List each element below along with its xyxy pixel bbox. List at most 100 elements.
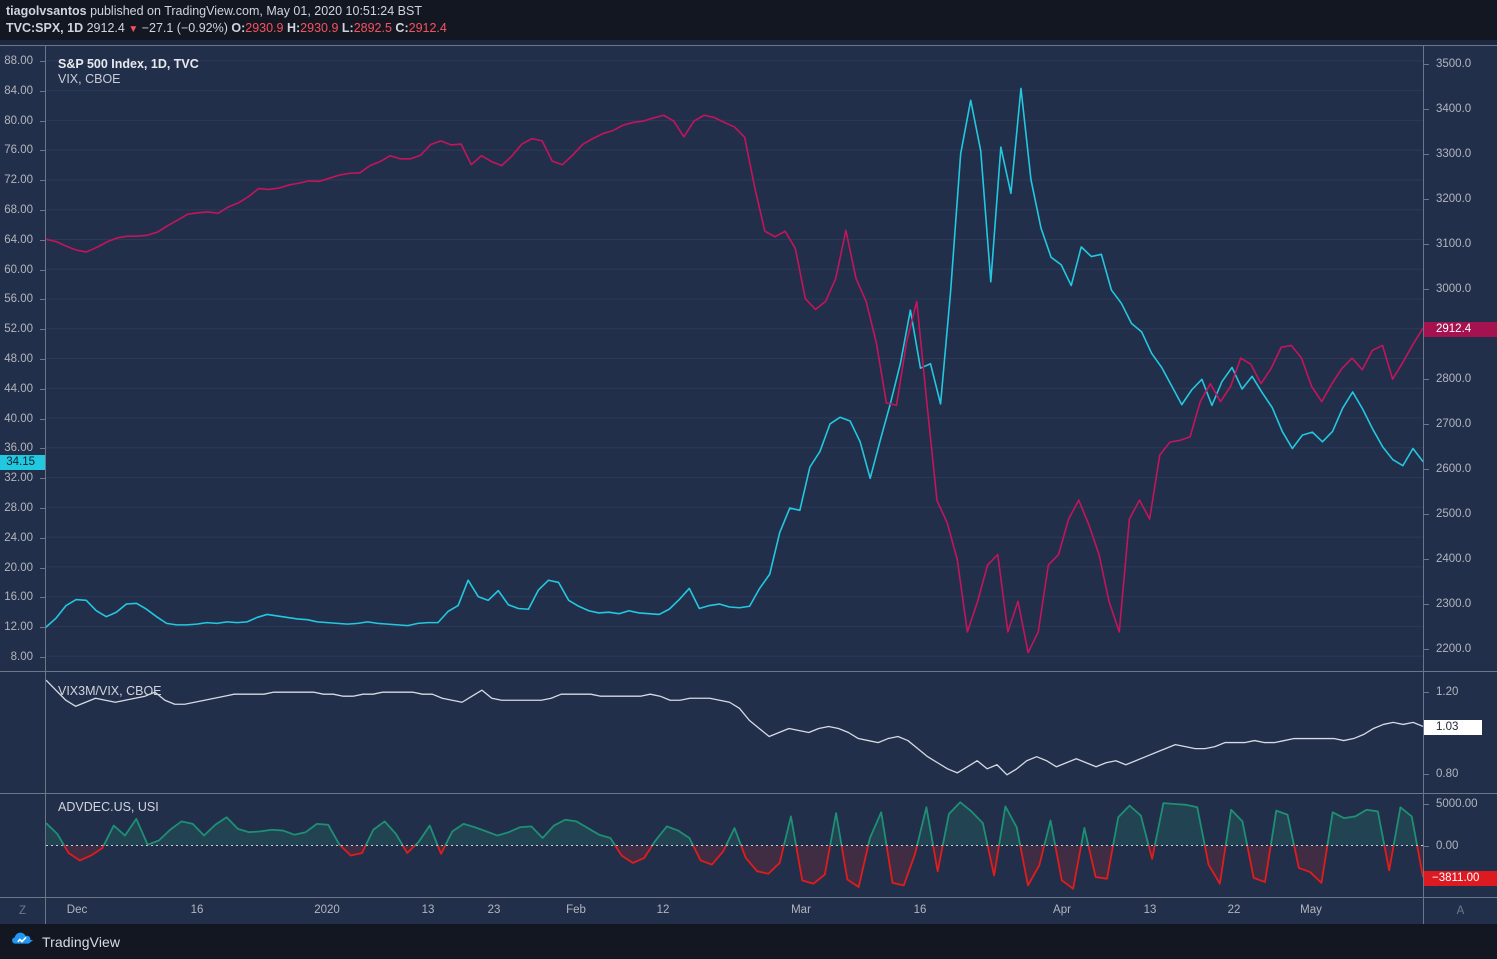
time-axis-tick: 22 [1227, 904, 1241, 916]
axis-tick-label: 80.00 [4, 114, 33, 127]
axis-tick-label: 3400.0 [1436, 103, 1472, 116]
axis-tick-mark [1424, 64, 1429, 65]
axis-tick-mark [1424, 514, 1429, 516]
time-axis-tick: Mar [791, 904, 811, 916]
time-axis-tick: Dec [66, 904, 88, 916]
axis-tick-mark [40, 299, 45, 301]
axis-tick-mark [1424, 604, 1429, 606]
axis-tick-label: 28.00 [4, 502, 33, 515]
advdec-pane[interactable]: 5000.00 0.00 −3811.00 ADVDEC.US, USI [0, 793, 1497, 897]
axis-tick-label: 36.00 [4, 442, 33, 455]
main-plot-area[interactable] [46, 46, 1423, 671]
chart-header: tiagolvsantos published on TradingView.c… [0, 0, 1497, 40]
axis-tick-label: 2500.0 [1436, 508, 1472, 521]
axis-tick-mark [1424, 379, 1429, 381]
tradingview-logo-svg [12, 932, 34, 944]
axis-tick-label: 8.00 [10, 651, 33, 664]
axis-tick-label: 24.00 [4, 531, 33, 544]
main-series-svg [46, 60, 1423, 657]
ratio-value-badge[interactable]: 1.03 [1424, 719, 1482, 735]
ratio-right-axis[interactable]: 1.20 0.80 1.03 [1423, 672, 1497, 793]
axis-tick-mark [40, 239, 45, 241]
axis-tick-mark [1424, 559, 1429, 561]
axis-tick-mark [40, 567, 45, 569]
advdec-value-badge[interactable]: −3811.00 [1424, 870, 1497, 886]
advdec-plot-area[interactable] [46, 794, 1423, 897]
right-price-axis[interactable]: 3500.0 3400.0 3300.0 3200.0 3100.0 3000.0 2800… [1423, 46, 1497, 671]
axis-tick-label: 20.00 [4, 561, 33, 574]
axis-tick-label: 60.00 [4, 263, 33, 276]
open-label: O: [231, 21, 246, 35]
close-value: 2912.4 [408, 21, 447, 35]
axis-tick-mark [40, 359, 45, 360]
axis-tick-label: 2600.0 [1436, 463, 1472, 476]
axis-tick-label: 2700.0 [1436, 418, 1472, 431]
symbol-label[interactable]: TVC:SPX, 1D [6, 21, 84, 35]
axis-tick-mark [40, 90, 45, 92]
axis-tick-mark [1424, 244, 1429, 246]
axis-tick-label: 64.00 [4, 233, 33, 246]
time-axis-tick: 13 [421, 904, 435, 916]
close-label: C: [395, 21, 409, 35]
last-price: 2912.4 [86, 21, 125, 35]
high-label: H: [286, 21, 301, 35]
time-axis-tick: Apr [1053, 904, 1071, 916]
axis-tick-label: 12.00 [4, 621, 33, 634]
advdec-series-svg [46, 794, 1423, 897]
time-axis-tick: Feb [566, 904, 586, 916]
publish-info: published on TradingView.com, May 01, 20… [90, 4, 422, 18]
spx-price-badge[interactable]: 2912.4 [1424, 321, 1497, 337]
axis-tick-label: 2200.0 [1436, 643, 1472, 656]
publish-line: tiagolvsantos published on TradingView.c… [6, 3, 1497, 20]
axis-tick-label: 3100.0 [1436, 238, 1472, 251]
axis-tick-mark [40, 537, 45, 539]
footer-branding: TradingView [0, 924, 1497, 959]
axis-tick-mark [40, 597, 45, 599]
ratio-series-svg [46, 672, 1423, 793]
axis-tick-mark [1424, 289, 1429, 291]
time-axis-tick: 13 [1143, 904, 1157, 916]
axis-tick-mark [1424, 773, 1429, 775]
axis-tick-label: 48.00 [4, 353, 33, 365]
advdec-right-axis[interactable]: 5000.00 0.00 −3811.00 [1423, 794, 1497, 897]
axis-tick-mark [40, 60, 45, 62]
axis-tick-label: 3300.0 [1436, 148, 1472, 161]
axis-tick-label: 52.00 [4, 323, 33, 336]
author-name: tiagolvsantos [6, 4, 87, 18]
axis-tick-mark [40, 120, 45, 122]
axis-tick-mark [1424, 649, 1429, 651]
ratio-plot-area[interactable] [46, 672, 1423, 793]
axis-tick-label: 0.00 [1436, 840, 1459, 852]
ratio-pane[interactable]: 1.20 0.80 1.03 VIX3M/VIX, CBOE [0, 671, 1497, 793]
axis-tick-label: 2300.0 [1436, 598, 1472, 611]
time-axis-tick: 16 [190, 904, 204, 916]
auto-scale-button[interactable]: A [1423, 898, 1497, 924]
main-price-pane[interactable]: 88.00 84.00 80.00 76.00 72.00 68.00 64.00 60.00… [0, 45, 1497, 671]
time-axis[interactable]: Z Dec 16 2020 13 23 Feb 12 Mar 16 Apr 13 22 May A [0, 897, 1497, 924]
axis-tick-mark [40, 448, 45, 450]
axis-tick-label: 40.00 [4, 412, 33, 425]
down-arrow-icon: ▼ [128, 24, 139, 35]
left-price-axis[interactable]: 88.00 84.00 80.00 76.00 72.00 68.00 64.00 60.00… [0, 46, 46, 671]
axis-tick-label: 68.00 [4, 203, 33, 216]
low-value: 2892.5 [353, 21, 392, 35]
axis-tick-label: 88.00 [4, 54, 33, 67]
axis-tick-label: 44.00 [4, 382, 33, 395]
axis-tick-mark [40, 329, 45, 331]
axis-tick-mark [40, 627, 45, 629]
axis-tick-label: 84.00 [4, 84, 33, 97]
axis-tick-mark [1424, 804, 1429, 806]
time-axis-tick: May [1300, 904, 1322, 916]
axis-tick-mark [40, 269, 45, 271]
axis-tick-mark [1424, 199, 1429, 201]
axis-tick-label: 3200.0 [1436, 193, 1472, 206]
axis-tick-mark [40, 209, 45, 211]
timezone-button[interactable]: Z [0, 898, 46, 924]
axis-tick-label: 32.00 [4, 472, 33, 485]
time-axis-tick: 16 [913, 904, 927, 916]
vix-price-badge[interactable]: 34.15 [0, 455, 45, 471]
quote-line: TVC:SPX, 1D 2912.4 ▼ −27.1 (−0.92%) O:29… [6, 20, 1497, 37]
axis-tick-mark [40, 657, 45, 659]
time-axis-tick: 2020 [314, 904, 340, 916]
